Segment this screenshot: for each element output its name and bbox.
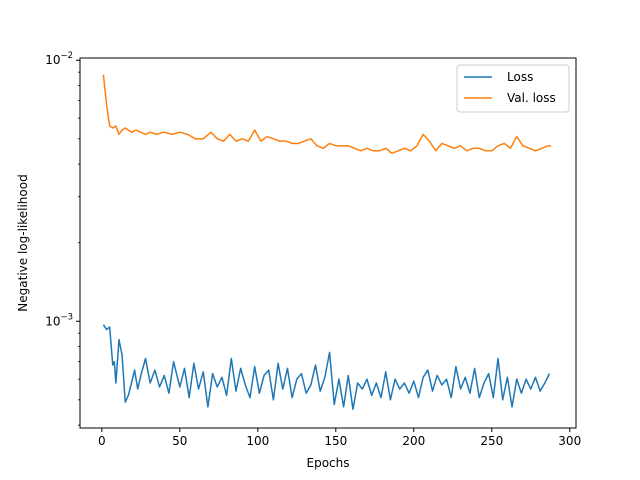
x-tick-label: 50 bbox=[172, 434, 187, 448]
legend-label: Loss bbox=[507, 70, 533, 84]
x-tick-label: 300 bbox=[558, 434, 581, 448]
x-tick-label: 100 bbox=[246, 434, 269, 448]
y-tick-label: 10−3 bbox=[45, 312, 73, 328]
x-axis-label: Epochs bbox=[307, 456, 350, 470]
x-tick-label: 250 bbox=[480, 434, 503, 448]
series-line-1 bbox=[102, 324, 551, 411]
y-axis: 10−3 10−2 bbox=[45, 51, 80, 426]
x-tick-label: 200 bbox=[402, 434, 425, 448]
series-line-2 bbox=[102, 74, 552, 155]
y-axis-label: Negative log-likelihood bbox=[16, 174, 30, 311]
x-tick-label: 150 bbox=[324, 434, 347, 448]
legend: Loss Val. loss bbox=[456, 64, 570, 113]
x-axis: 0 50 100 150 200 250 300 bbox=[98, 428, 581, 448]
plot-lines bbox=[102, 74, 552, 411]
y-tick-label: 10−2 bbox=[45, 51, 73, 67]
x-tick-label: 0 bbox=[98, 434, 106, 448]
legend-label: Val. loss bbox=[507, 91, 556, 105]
